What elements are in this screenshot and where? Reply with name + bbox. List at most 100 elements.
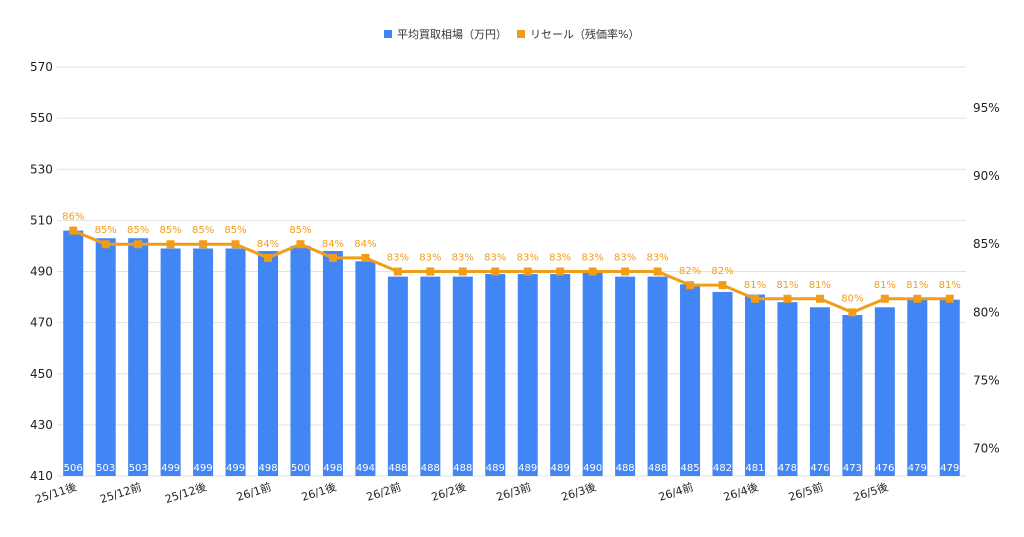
bar bbox=[258, 251, 279, 476]
y-right-tick-label: 75% bbox=[973, 374, 1000, 388]
line-point bbox=[264, 253, 273, 262]
bar bbox=[809, 307, 830, 476]
bar-value-label: 498 bbox=[258, 463, 277, 474]
bar bbox=[842, 314, 863, 476]
line-point bbox=[393, 267, 402, 276]
line-point bbox=[328, 253, 337, 262]
x-tick-label: 25/11後 bbox=[33, 480, 78, 507]
y-right-tick-label: 95% bbox=[973, 101, 1000, 115]
line-value-label: 81% bbox=[906, 280, 928, 291]
line-point bbox=[458, 267, 467, 276]
bar bbox=[647, 276, 668, 476]
bar-value-label: 481 bbox=[745, 463, 764, 474]
bar-value-label: 473 bbox=[843, 463, 862, 474]
y-right-tick-label: 80% bbox=[973, 305, 1000, 319]
bar bbox=[160, 248, 181, 476]
line-value-label: 83% bbox=[484, 253, 506, 264]
legend-swatch-line bbox=[517, 30, 525, 38]
y-right-tick-label: 70% bbox=[973, 442, 1000, 456]
line-value-label: 83% bbox=[387, 253, 409, 264]
bar bbox=[680, 284, 701, 476]
y-left-tick-label: 450 bbox=[30, 367, 53, 381]
line-point bbox=[588, 267, 597, 276]
line-point bbox=[296, 240, 305, 249]
bar bbox=[387, 276, 408, 476]
line-value-label: 85% bbox=[127, 225, 149, 236]
bar-value-label: 479 bbox=[908, 463, 927, 474]
x-tick-label: 26/3後 bbox=[559, 480, 597, 504]
bar bbox=[63, 230, 84, 476]
bar-value-label: 498 bbox=[323, 463, 342, 474]
line-point bbox=[848, 308, 857, 317]
legend-swatch-bar bbox=[384, 30, 392, 38]
line-value-label: 80% bbox=[841, 293, 863, 304]
line-point bbox=[913, 294, 922, 303]
line-value-label: 84% bbox=[322, 239, 344, 250]
bar bbox=[550, 274, 571, 476]
line-value-label: 85% bbox=[192, 225, 214, 236]
legend-label-line: リセール（残価率%） bbox=[530, 27, 639, 41]
line-point bbox=[101, 240, 110, 249]
line-value-label: 81% bbox=[874, 280, 896, 291]
line-value-label: 83% bbox=[646, 253, 668, 264]
x-tick-label: 25/12前 bbox=[98, 480, 143, 507]
x-tick-label: 25/12後 bbox=[163, 480, 208, 507]
bar bbox=[290, 245, 311, 476]
bar bbox=[322, 251, 343, 476]
bar-value-label: 494 bbox=[356, 463, 375, 474]
bar-value-label: 489 bbox=[518, 463, 537, 474]
resale-line bbox=[72, 229, 950, 315]
x-tick-label: 26/5前 bbox=[787, 480, 825, 504]
bar bbox=[874, 307, 895, 476]
line-value-label: 81% bbox=[776, 280, 798, 291]
bar-value-label: 488 bbox=[616, 463, 635, 474]
bar-value-label: 499 bbox=[226, 463, 245, 474]
line-value-label: 84% bbox=[354, 239, 376, 250]
bar-value-label: 476 bbox=[875, 463, 894, 474]
y-left-tick-label: 410 bbox=[30, 469, 53, 483]
y-left-tick-label: 530 bbox=[30, 162, 53, 176]
line-value-label: 83% bbox=[517, 253, 539, 264]
bar-value-label: 490 bbox=[583, 463, 602, 474]
x-tick-label: 26/4後 bbox=[722, 480, 760, 504]
bar-value-label: 488 bbox=[453, 463, 472, 474]
line-value-label: 82% bbox=[679, 266, 701, 277]
bar bbox=[582, 271, 603, 476]
y-left-tick-label: 550 bbox=[30, 111, 53, 125]
bar bbox=[712, 291, 733, 476]
x-tick-label: 26/1前 bbox=[235, 480, 273, 504]
bar bbox=[744, 294, 765, 476]
line-point bbox=[426, 267, 435, 276]
bar-value-label: 503 bbox=[96, 463, 115, 474]
bar-value-label: 476 bbox=[810, 463, 829, 474]
line-point bbox=[945, 294, 954, 303]
x-tick-label: 26/2後 bbox=[429, 480, 467, 504]
line-value-label: 85% bbox=[224, 225, 246, 236]
bar-value-label: 489 bbox=[551, 463, 570, 474]
line-value-label: 81% bbox=[939, 280, 961, 291]
y-left-tick-label: 510 bbox=[30, 213, 53, 227]
bar bbox=[420, 276, 441, 476]
bar bbox=[128, 238, 149, 476]
line-point bbox=[718, 281, 727, 290]
bar bbox=[225, 248, 246, 476]
bar bbox=[355, 261, 376, 476]
line-point bbox=[166, 240, 175, 249]
line-point bbox=[686, 281, 695, 290]
line-value-label: 83% bbox=[549, 253, 571, 264]
y-left-tick-label: 470 bbox=[30, 316, 53, 330]
line-value-label: 83% bbox=[452, 253, 474, 264]
x-tick-label: 26/2前 bbox=[365, 480, 403, 504]
bar-value-label: 488 bbox=[421, 463, 440, 474]
line-value-label: 85% bbox=[160, 225, 182, 236]
line-point bbox=[199, 240, 208, 249]
line-value-label: 81% bbox=[809, 280, 831, 291]
line-point bbox=[750, 294, 759, 303]
bar bbox=[193, 248, 214, 476]
bar bbox=[485, 274, 506, 476]
bar bbox=[907, 299, 928, 476]
line-value-label: 85% bbox=[95, 225, 117, 236]
bar bbox=[615, 276, 636, 476]
